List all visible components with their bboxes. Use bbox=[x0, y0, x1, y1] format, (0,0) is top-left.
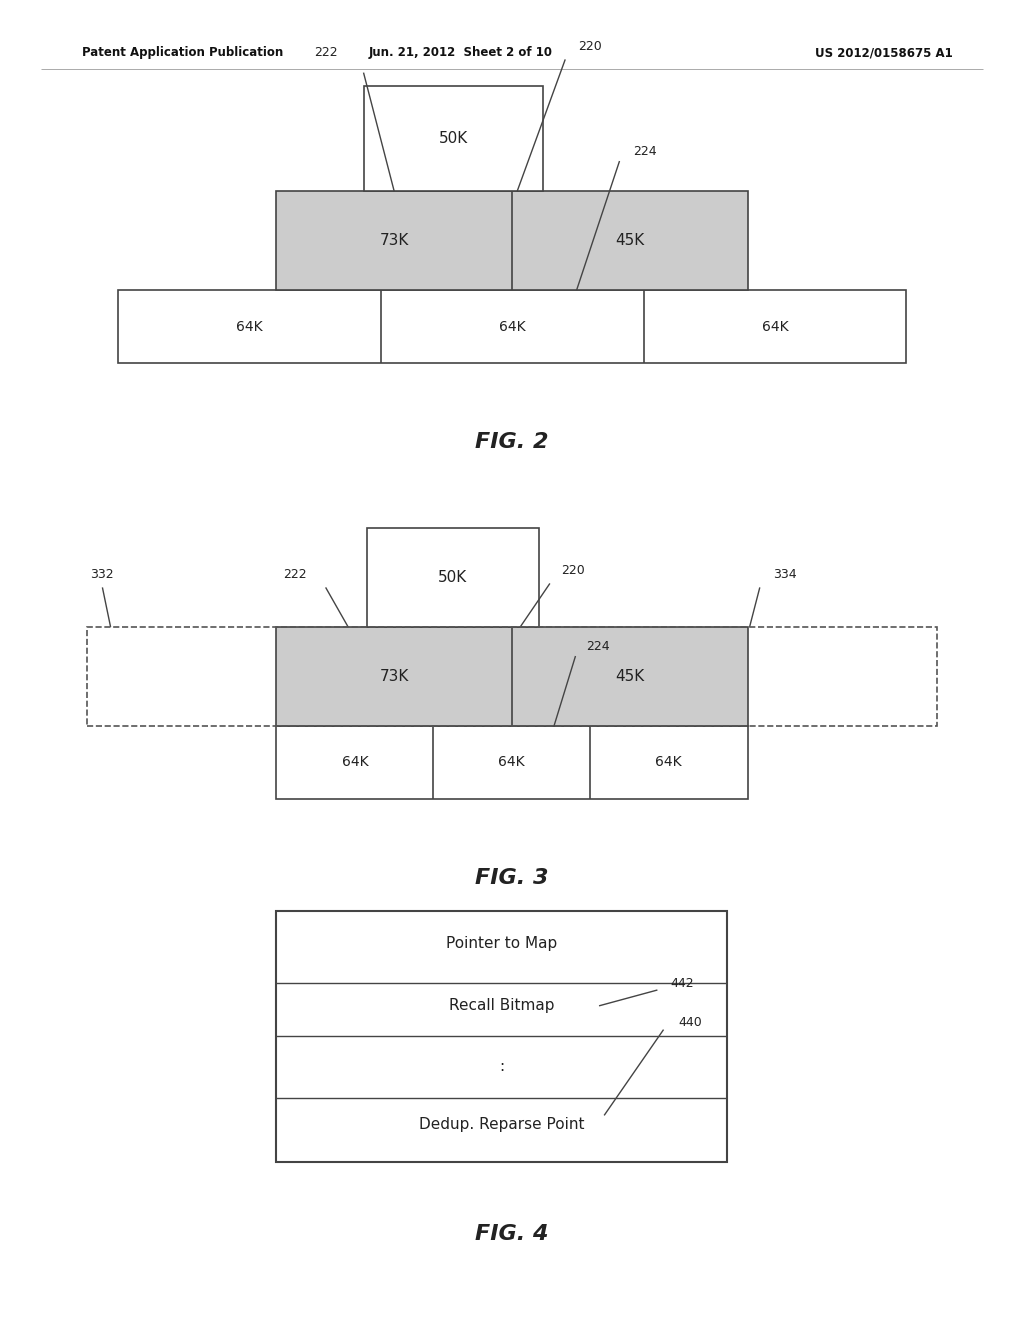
Text: Recall Bitmap: Recall Bitmap bbox=[449, 998, 555, 1014]
Text: 334: 334 bbox=[773, 568, 797, 581]
Text: Jun. 21, 2012  Sheet 2 of 10: Jun. 21, 2012 Sheet 2 of 10 bbox=[369, 46, 553, 59]
Bar bbox=[87, 627, 937, 726]
Bar bbox=[276, 911, 727, 1162]
Text: 45K: 45K bbox=[615, 669, 644, 684]
Text: 64K: 64K bbox=[342, 755, 369, 770]
Text: Dedup. Reparse Point: Dedup. Reparse Point bbox=[419, 1117, 585, 1133]
Text: 64K: 64K bbox=[762, 319, 788, 334]
Text: 64K: 64K bbox=[236, 319, 262, 334]
Text: Patent Application Publication: Patent Application Publication bbox=[82, 46, 284, 59]
Bar bbox=[276, 627, 748, 726]
Text: 440: 440 bbox=[678, 1016, 701, 1030]
Text: FIG. 3: FIG. 3 bbox=[475, 867, 549, 888]
Text: FIG. 2: FIG. 2 bbox=[475, 432, 549, 453]
Text: Pointer to Map: Pointer to Map bbox=[446, 936, 557, 952]
Text: 45K: 45K bbox=[615, 234, 644, 248]
Text: 73K: 73K bbox=[380, 234, 409, 248]
Text: 64K: 64K bbox=[499, 319, 525, 334]
Text: 220: 220 bbox=[579, 40, 602, 53]
Text: 222: 222 bbox=[314, 46, 338, 59]
Bar bbox=[118, 290, 906, 363]
Text: 73K: 73K bbox=[380, 669, 409, 684]
Text: FIG. 4: FIG. 4 bbox=[475, 1224, 549, 1245]
Text: 224: 224 bbox=[633, 145, 656, 158]
Bar bbox=[367, 528, 539, 627]
Bar bbox=[276, 726, 748, 799]
Text: 224: 224 bbox=[586, 640, 609, 653]
Text: 64K: 64K bbox=[655, 755, 682, 770]
Bar bbox=[364, 86, 543, 191]
Text: 220: 220 bbox=[561, 564, 585, 577]
Text: 332: 332 bbox=[90, 568, 114, 581]
Text: 442: 442 bbox=[671, 977, 694, 990]
Text: 64K: 64K bbox=[499, 755, 525, 770]
Text: 50K: 50K bbox=[438, 131, 468, 147]
Bar bbox=[276, 191, 748, 290]
Text: US 2012/0158675 A1: US 2012/0158675 A1 bbox=[814, 46, 952, 59]
Text: :: : bbox=[499, 1059, 505, 1074]
Text: 222: 222 bbox=[284, 568, 307, 581]
Text: 50K: 50K bbox=[438, 570, 467, 585]
